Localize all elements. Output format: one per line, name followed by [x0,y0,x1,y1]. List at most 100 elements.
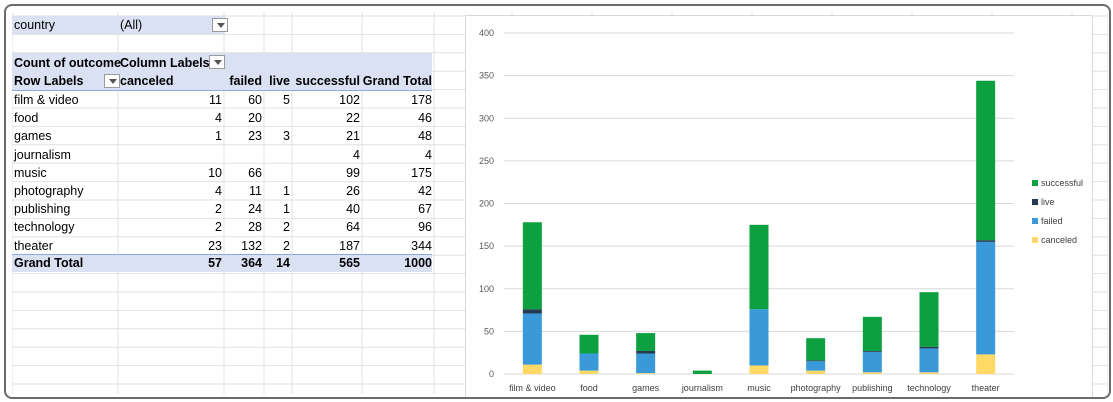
cell-total: 46 [418,111,432,126]
legend-label-live: live [1041,197,1055,207]
cell-canceled: 4 [215,184,222,198]
bar-segment-canceled[interactable] [749,365,769,374]
bar-segment-successful[interactable] [806,338,826,361]
cell-canceled: 1 [215,129,222,144]
bar-segment-live[interactable] [806,360,826,362]
cell-total: 4 [425,147,432,162]
bar-segment-successful[interactable] [636,333,656,351]
grand-total-canceled: 57 [208,256,222,270]
row-label[interactable]: journalism [14,147,71,162]
cell-failed: 60 [248,93,262,107]
cell-total: 178 [411,93,432,107]
col-header-successful: successful [295,74,360,88]
bar-segment-live[interactable] [976,240,996,242]
cell-live: 2 [283,238,290,253]
bar-segment-successful[interactable] [692,370,712,374]
bar-segment-canceled[interactable] [976,354,996,374]
bar-segment-live[interactable] [636,350,656,354]
bar-segment-live[interactable] [862,350,882,352]
row-label[interactable]: theater [14,238,53,253]
y-tick-label: 100 [479,284,494,294]
y-tick-label: 400 [479,28,494,38]
row-label[interactable]: food [14,111,39,126]
bar-segment-live[interactable] [919,346,939,349]
bar-segment-failed[interactable] [749,309,769,366]
legend-label-canceled: canceled [1041,235,1077,245]
bar-segment-failed[interactable] [522,313,542,365]
cell-successful: 26 [346,184,360,198]
bar-segment-canceled[interactable] [919,372,939,374]
cell-failed: 24 [248,202,262,217]
bar-segment-successful[interactable] [862,316,882,351]
col-header-live: live [269,74,290,88]
row-label[interactable]: film & video [14,93,79,107]
legend-swatch-failed [1032,218,1038,224]
filter-field-value[interactable]: (All) [120,18,143,32]
bar-segment-canceled[interactable] [522,364,542,374]
x-tick-label: theater [972,383,1000,393]
cell-live: 5 [283,93,290,107]
x-tick-label: photography [791,383,842,393]
y-tick-label: 350 [479,71,494,81]
bar-segment-failed[interactable] [919,348,939,373]
cell-failed: 20 [248,111,262,126]
row-label[interactable]: technology [14,220,75,235]
y-tick-label: 0 [489,369,494,379]
pivot-chart[interactable]: 0 50 100 150 200 250 300 350 400 film & video food… [465,15,1093,397]
y-tick-label: 300 [479,113,494,123]
row-label[interactable]: publishing [14,202,71,217]
bar-segment-failed[interactable] [862,351,882,373]
x-tick-label: publishing [852,383,893,393]
stacked-bar-chart: 0 50 100 150 200 250 300 350 400 film & video food… [479,28,1083,393]
grand-total-live: 14 [276,256,290,270]
cell-successful: 187 [339,238,360,253]
row-label[interactable]: photography [14,184,84,198]
cell-successful: 40 [346,202,360,217]
legend-label-successful: successful [1041,178,1083,188]
cell-successful: 99 [346,165,360,180]
x-tick-label: film & video [509,383,556,393]
bar-segment-successful[interactable] [522,222,542,310]
bar-segment-canceled[interactable] [806,370,826,374]
bar-segment-canceled[interactable] [579,370,599,374]
bar-segment-successful[interactable] [976,80,996,241]
cell-total: 344 [411,238,432,253]
bar-segment-failed[interactable] [976,241,996,355]
column-labels-header: Column Labels [120,56,210,70]
y-tick-label: 250 [479,156,494,166]
grand-total-label: Grand Total [14,256,84,270]
col-header-failed: failed [229,74,262,88]
col-header-grand-total: Grand Total [362,74,432,88]
legend-swatch-successful [1032,180,1038,186]
legend-label-failed: failed [1041,216,1063,226]
y-tick-label: 50 [484,326,494,336]
row-label[interactable]: music [14,165,47,180]
cell-successful: 21 [346,129,360,144]
bar-segment-failed[interactable] [579,353,599,371]
column-labels-filter-icon[interactable] [209,55,225,69]
country-filter-dropdown-icon[interactable] [212,18,228,32]
bar-segment-live[interactable] [522,309,542,314]
y-tick-label: 150 [479,241,494,251]
cell-live: 2 [283,220,290,235]
cell-total: 67 [418,202,432,217]
row-labels-filter-icon[interactable] [104,74,120,88]
cell-failed: 132 [241,238,262,253]
row-label[interactable]: games [14,129,52,144]
bar-segment-canceled[interactable] [862,372,882,374]
cell-canceled: 2 [215,220,222,235]
legend-swatch-live [1032,199,1038,205]
cell-total: 96 [418,220,432,235]
cell-successful: 22 [346,111,360,126]
bar-segment-failed[interactable] [806,361,826,371]
cell-total: 48 [418,129,432,144]
filter-field-label: country [14,18,55,32]
bar-segment-successful[interactable] [749,224,769,310]
cell-total: 175 [411,165,432,180]
grand-total-successful: 565 [339,256,360,270]
bar-segment-canceled[interactable] [636,373,656,374]
cell-canceled: 11 [209,93,222,107]
bar-segment-successful[interactable] [579,334,599,354]
bar-segment-failed[interactable] [636,353,656,374]
bar-segment-successful[interactable] [919,292,939,347]
